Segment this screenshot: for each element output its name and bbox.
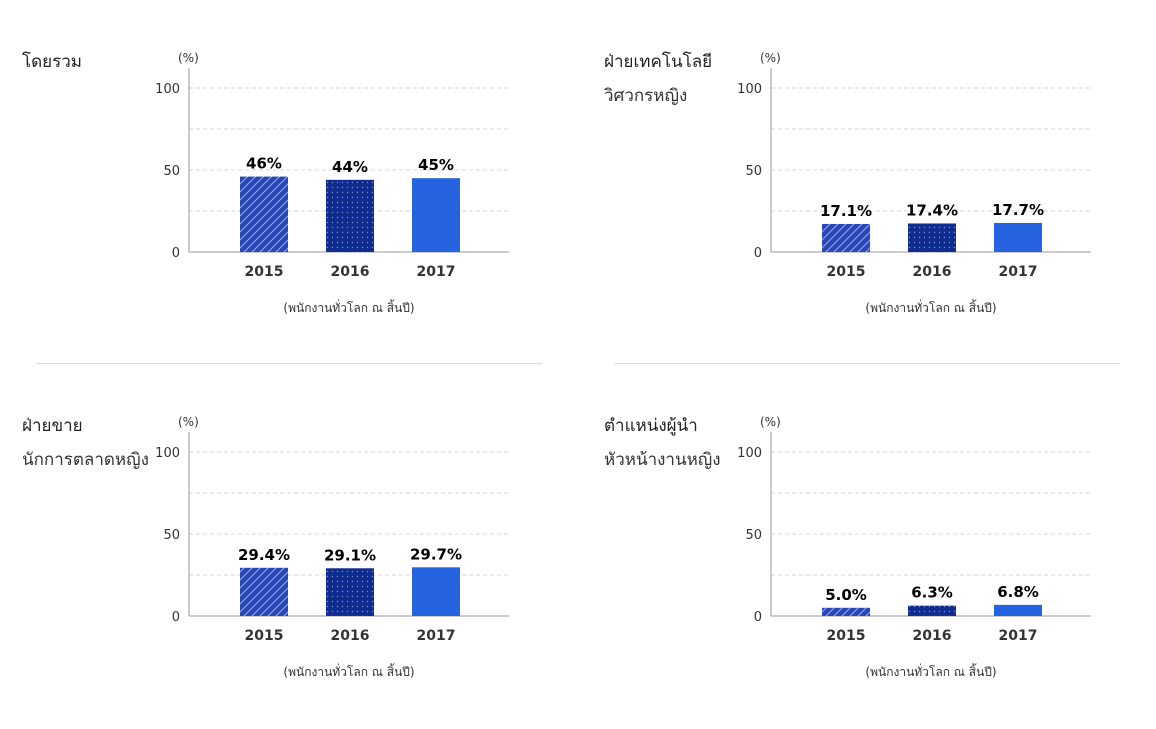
x-tick-label: 2017 — [417, 628, 456, 644]
chart-title: ฝ่ายเทคโนโลยี — [604, 52, 713, 72]
bar-chart: (%) 0 50 100 5.0% 2015 6.3% 2016 6.8% 2017 (พนักงา… — [737, 415, 1091, 679]
data-label: 46% — [246, 155, 282, 173]
x-tick-label: 2015 — [827, 264, 866, 280]
chart-title: โดยรวม — [22, 52, 83, 72]
x-tick-label: 2015 — [245, 628, 284, 644]
y-tick-label: 0 — [172, 610, 180, 625]
bar-2016 — [326, 179, 374, 252]
x-tick-label: 2016 — [913, 264, 952, 280]
chart-panel-overall: โดยรวม (%) 0 50 100 46% 2015 44% 2016 45% 2017 (พน… — [0, 0, 560, 330]
data-label: 29.4% — [238, 546, 290, 564]
x-axis-label: (พนักงานทั่วโลก ณ สิ้นปี) — [283, 299, 414, 315]
x-tick-label: 2016 — [913, 628, 952, 644]
bar-2016 — [326, 568, 374, 616]
chart-panel-technology: ฝ่ายเทคโนโลยี วิศวกรหญิง (%) 0 50 100 17.1% 2… — [582, 0, 1142, 330]
x-tick-label: 2015 — [827, 628, 866, 644]
unit-label: (%) — [178, 415, 199, 429]
bar-chart: (%) 0 50 100 29.4% 2015 29.1% 2016 29.7% 2017 (พนั… — [155, 415, 509, 679]
data-label: 5.0% — [825, 586, 867, 604]
bar-2016 — [908, 223, 956, 252]
y-tick-label: 0 — [754, 610, 762, 625]
x-tick-label: 2017 — [999, 264, 1038, 280]
bar-2017 — [412, 567, 460, 616]
chart-title: ฝ่ายขาย — [22, 416, 83, 436]
bar-2015 — [240, 567, 288, 616]
bar-2017 — [412, 178, 460, 252]
y-tick-label: 50 — [745, 528, 762, 543]
data-label: 45% — [418, 156, 454, 174]
chart-subtitle: หัวหน้างานหญิง — [604, 450, 721, 470]
divider-right — [614, 363, 1120, 364]
chart-panel-leadership: ตำแหน่งผู้นำ หัวหน้างานหญิง (%) 0 50 100 5.0… — [582, 364, 1142, 694]
unit-label: (%) — [760, 415, 781, 429]
bar-chart: (%) 0 50 100 46% 2015 44% 2016 45% 2017 (พนักงานทั… — [155, 51, 509, 315]
data-label: 17.1% — [820, 202, 872, 220]
data-label: 6.3% — [911, 584, 953, 602]
data-label: 29.1% — [324, 546, 376, 564]
data-label: 6.8% — [997, 583, 1039, 601]
bar-2017 — [994, 222, 1042, 252]
x-axis-label: (พนักงานทั่วโลก ณ สิ้นปี) — [865, 663, 996, 679]
y-tick-label: 50 — [163, 164, 180, 179]
chart-title: ตำแหน่งผู้นำ — [604, 416, 698, 436]
y-tick-label: 0 — [172, 246, 180, 261]
data-label: 17.7% — [992, 201, 1044, 219]
x-tick-label: 2017 — [417, 264, 456, 280]
bar-2016 — [908, 605, 956, 616]
y-tick-label: 100 — [737, 82, 762, 97]
x-tick-label: 2016 — [331, 264, 370, 280]
unit-label: (%) — [760, 51, 781, 65]
x-tick-label: 2015 — [245, 264, 284, 280]
y-tick-label: 100 — [155, 446, 180, 461]
data-label: 17.4% — [906, 201, 958, 219]
x-tick-label: 2017 — [999, 628, 1038, 644]
chart-panel-sales: ฝ่ายขาย นักการตลาดหญิง (%) 0 50 100 29.4% 201… — [0, 364, 560, 694]
chart-subtitle: วิศวกรหญิง — [604, 86, 688, 106]
bar-chart: (%) 0 50 100 17.1% 2015 17.4% 2016 17.7% 2017 (พนั… — [737, 51, 1091, 315]
x-axis-label: (พนักงานทั่วโลก ณ สิ้นปี) — [283, 663, 414, 679]
y-tick-label: 0 — [754, 246, 762, 261]
y-tick-label: 50 — [163, 528, 180, 543]
y-tick-label: 100 — [737, 446, 762, 461]
y-tick-label: 50 — [745, 164, 762, 179]
bar-2017 — [994, 604, 1042, 616]
divider-left — [36, 363, 542, 364]
data-label: 44% — [332, 158, 368, 176]
y-tick-label: 100 — [155, 82, 180, 97]
unit-label: (%) — [178, 51, 199, 65]
bar-2015 — [822, 223, 870, 252]
chart-subtitle: นักการตลาดหญิง — [22, 450, 149, 470]
data-label: 29.7% — [410, 545, 462, 563]
bar-2015 — [822, 607, 870, 616]
bar-2015 — [240, 176, 288, 252]
x-tick-label: 2016 — [331, 628, 370, 644]
x-axis-label: (พนักงานทั่วโลก ณ สิ้นปี) — [865, 299, 996, 315]
